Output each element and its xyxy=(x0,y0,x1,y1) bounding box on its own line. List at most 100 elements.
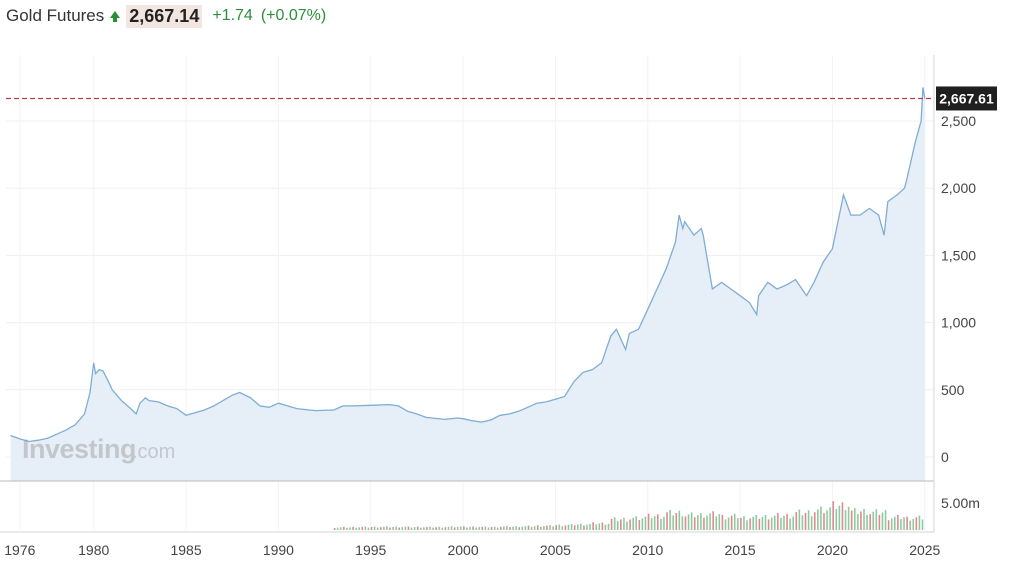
volume-bar xyxy=(543,526,545,530)
volume-bar xyxy=(869,514,871,530)
volume-bar xyxy=(696,515,699,530)
volume-bar xyxy=(490,527,493,530)
volume-bar xyxy=(395,526,397,530)
volume-bar xyxy=(441,527,444,530)
volume-bar xyxy=(826,510,828,530)
volume-bar xyxy=(752,516,755,530)
volume-bar xyxy=(413,527,416,530)
volume-bar xyxy=(586,524,588,530)
volume-bar xyxy=(383,526,385,530)
volume-bar xyxy=(518,527,521,530)
volume-bar xyxy=(589,523,591,530)
volume-bar xyxy=(712,511,714,530)
price-change-percent: (+0.07%) xyxy=(260,7,327,24)
volume-bar xyxy=(592,522,594,530)
volume-bar xyxy=(447,526,450,530)
volume-bar xyxy=(727,517,730,530)
volume-bar xyxy=(841,502,844,530)
volume-bar xyxy=(660,518,662,530)
volume-bar xyxy=(715,516,718,530)
volume-bar xyxy=(703,517,705,530)
volume-bar xyxy=(333,527,336,530)
volume-bars xyxy=(333,501,924,530)
volume-bar xyxy=(912,518,915,530)
volume-bar xyxy=(644,516,647,530)
volume-bar xyxy=(373,526,376,530)
volume-bar xyxy=(364,526,367,530)
volume-bar xyxy=(419,527,422,530)
volume-bar xyxy=(878,514,881,530)
volume-bar xyxy=(820,506,822,530)
volume-bar xyxy=(429,526,431,530)
volume-bar xyxy=(509,527,511,530)
volume-bar xyxy=(481,526,484,530)
volume-bar xyxy=(758,518,761,530)
volume-bar xyxy=(746,520,748,530)
volume-bar xyxy=(792,516,795,530)
volume-bar xyxy=(472,526,474,530)
volume-bar xyxy=(521,526,524,530)
volume-bar xyxy=(647,513,650,530)
volume-bar xyxy=(795,512,798,530)
x-tick-label: 1985 xyxy=(170,542,201,558)
volume-bar xyxy=(909,520,911,530)
volume-bar xyxy=(469,526,471,530)
volume-bar xyxy=(623,517,625,530)
volume-bar xyxy=(506,525,508,530)
volume-bar xyxy=(527,525,530,530)
volume-bar xyxy=(487,527,490,530)
volume-tick-label: 5.00m xyxy=(941,495,980,511)
volume-bar xyxy=(669,509,671,530)
volume-bar xyxy=(512,526,514,530)
volume-bar xyxy=(853,508,856,530)
volume-bar xyxy=(604,524,607,530)
volume-bar xyxy=(706,515,708,530)
volume-bar xyxy=(777,513,779,530)
x-tick-label: 2020 xyxy=(817,542,848,558)
volume-bar xyxy=(515,526,517,530)
current-price-label: 2,667.61 xyxy=(939,90,994,106)
volume-bar xyxy=(401,527,404,530)
y-tick-label: 2,000 xyxy=(941,180,976,196)
volume-bar xyxy=(450,526,453,530)
volume-bar xyxy=(404,526,407,530)
volume-bar xyxy=(595,524,598,530)
volume-bar xyxy=(764,514,767,530)
volume-bar xyxy=(610,518,613,530)
volume-bar xyxy=(410,527,413,530)
volume-bar xyxy=(693,517,696,530)
volume-bar xyxy=(721,514,724,530)
volume-bar xyxy=(650,518,653,530)
volume-bar xyxy=(887,520,890,530)
volume-bar xyxy=(583,525,585,530)
volume-bar xyxy=(601,522,604,530)
volume-bar xyxy=(749,518,751,530)
volume-bar xyxy=(456,526,459,530)
volume-bar xyxy=(863,508,865,530)
volume-bar xyxy=(564,525,567,530)
volume-bar xyxy=(798,509,801,530)
volume-bar xyxy=(761,516,764,530)
volume-bar xyxy=(807,510,810,530)
volume-bar xyxy=(829,507,831,530)
volume-bar xyxy=(678,510,681,530)
volume-bar xyxy=(632,517,634,530)
volume-bar xyxy=(355,527,357,530)
price-line[interactable] xyxy=(10,87,926,443)
volume-bar xyxy=(336,527,339,530)
current-price-marker: 2,667.61 xyxy=(6,86,997,111)
chart-header: Gold Futures 2,667.14 +1.74 (+0.07%) xyxy=(6,3,326,29)
volume-bar xyxy=(681,516,684,530)
instrument-name[interactable]: Gold Futures xyxy=(6,6,105,25)
volume-bar xyxy=(346,527,348,530)
volume-bar xyxy=(844,510,847,530)
volume-bar xyxy=(700,513,702,530)
volume-bar xyxy=(570,524,573,530)
volume-bar xyxy=(733,513,736,530)
volume-bar xyxy=(801,515,804,530)
volume-bar xyxy=(835,509,838,530)
volume-bar xyxy=(737,518,739,530)
volume-bar xyxy=(432,527,434,530)
volume-bar xyxy=(459,526,462,530)
